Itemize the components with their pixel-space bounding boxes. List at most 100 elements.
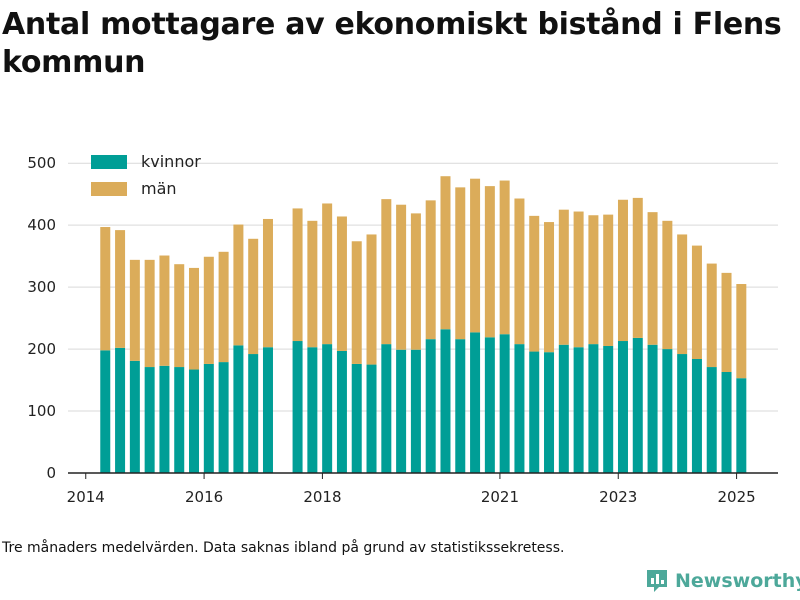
footnote: Tre månaders medelvärden. Data saknas ib… [2,540,565,556]
bar-män [691,245,702,359]
y-tick-label: 100 [27,402,56,420]
newsworthy-logo-icon [647,570,667,592]
bar-kvinnor [632,337,643,473]
bar-män [632,197,643,338]
bar-kvinnor [115,347,126,473]
bar-män [573,211,584,348]
bar-män [381,199,392,345]
bar-kvinnor [484,337,495,473]
bar-män [396,204,407,350]
bar-kvinnor [647,344,658,473]
y-tick-label: 200 [27,340,56,358]
x-tick-label: 2014 [67,488,105,506]
bar-kvinnor [470,332,481,473]
bar-kvinnor [410,349,421,473]
bar-kvinnor [218,362,229,473]
bar-män [484,186,495,338]
bar-kvinnor [677,354,688,473]
bar-kvinnor [617,341,628,473]
bar-män [440,176,451,330]
bar-män [529,215,540,352]
bar-kvinnor [322,344,333,473]
bar-män [336,216,347,351]
bar-män [470,178,481,333]
bar-kvinnor [573,347,584,473]
bar-kvinnor [736,378,747,473]
bar-män [455,187,466,340]
bar-kvinnor [336,350,347,473]
bar-kvinnor [455,339,466,473]
bar-män [233,224,244,346]
x-tick-label: 2025 [717,488,755,506]
bar-kvinnor [588,344,599,473]
bar-kvinnor [262,347,273,473]
bar-kvinnor [292,341,303,473]
chart-title: Antal mottagare av ekonomiskt bistånd i … [2,7,782,80]
bar-kvinnor [514,344,525,473]
y-tick-label: 500 [27,154,56,172]
bar-män [159,255,170,366]
bar-kvinnor [544,352,555,473]
bar-kvinnor [174,367,185,473]
bar-kvinnor [662,349,673,473]
bar-män [144,259,155,368]
bar-kvinnor [159,365,170,473]
bar-kvinnor [144,367,155,473]
bar-män [558,209,569,345]
axes: 0 100 200 300 400 500 2014 2016 2018 2021 2023 2025 [27,154,778,506]
bars [100,176,747,473]
bar-män [322,203,333,345]
bar-män [100,227,111,351]
bar-män [514,198,525,345]
bar-män [647,212,658,345]
bar-män [174,264,185,368]
bar-män [721,272,732,373]
bar-kvinnor [248,354,259,473]
bar-kvinnor [307,347,318,473]
legend-swatch-män [91,182,127,196]
bar-män [662,220,673,350]
bar-män [218,251,229,363]
bar-män [248,238,259,355]
bar-kvinnor [129,360,140,473]
bar-män [706,263,717,368]
bar-män [410,213,421,350]
bar-män [588,215,599,345]
legend-swatch-kvinnor [91,155,127,169]
x-tick-label: 2023 [599,488,637,506]
y-tick-label: 0 [46,464,56,482]
bar-män [292,208,303,342]
bar-kvinnor [440,329,451,473]
bar-män [262,218,273,348]
legend: kvinnor män [91,152,201,198]
bar-män [115,230,126,348]
bar-kvinnor [706,367,717,473]
bar-kvinnor [189,369,200,473]
bar-män [544,222,555,353]
bar-kvinnor [381,344,392,473]
legend-label-män: män [141,179,177,198]
bar-män [307,220,318,348]
bar-kvinnor [351,363,362,473]
bar-män [366,234,377,365]
y-tick-label: 400 [27,216,56,234]
bar-män [129,259,140,361]
x-tick-label: 2016 [185,488,223,506]
grid-lines [68,162,778,412]
bar-kvinnor [721,372,732,473]
bar-kvinnor [396,349,407,473]
bar-kvinnor [100,350,111,473]
bar-män [617,199,628,342]
bar-kvinnor [603,345,614,473]
bar-kvinnor [529,351,540,473]
bar-män [425,200,436,340]
bar-kvinnor [366,364,377,473]
bar-män [499,180,510,335]
brand: Newsworthy [645,568,800,594]
legend-label-kvinnor: kvinnor [141,152,201,171]
brand-name: Newsworthy [675,570,800,592]
bar-män [351,241,362,364]
bar-kvinnor [558,344,569,473]
bar-kvinnor [499,334,510,473]
